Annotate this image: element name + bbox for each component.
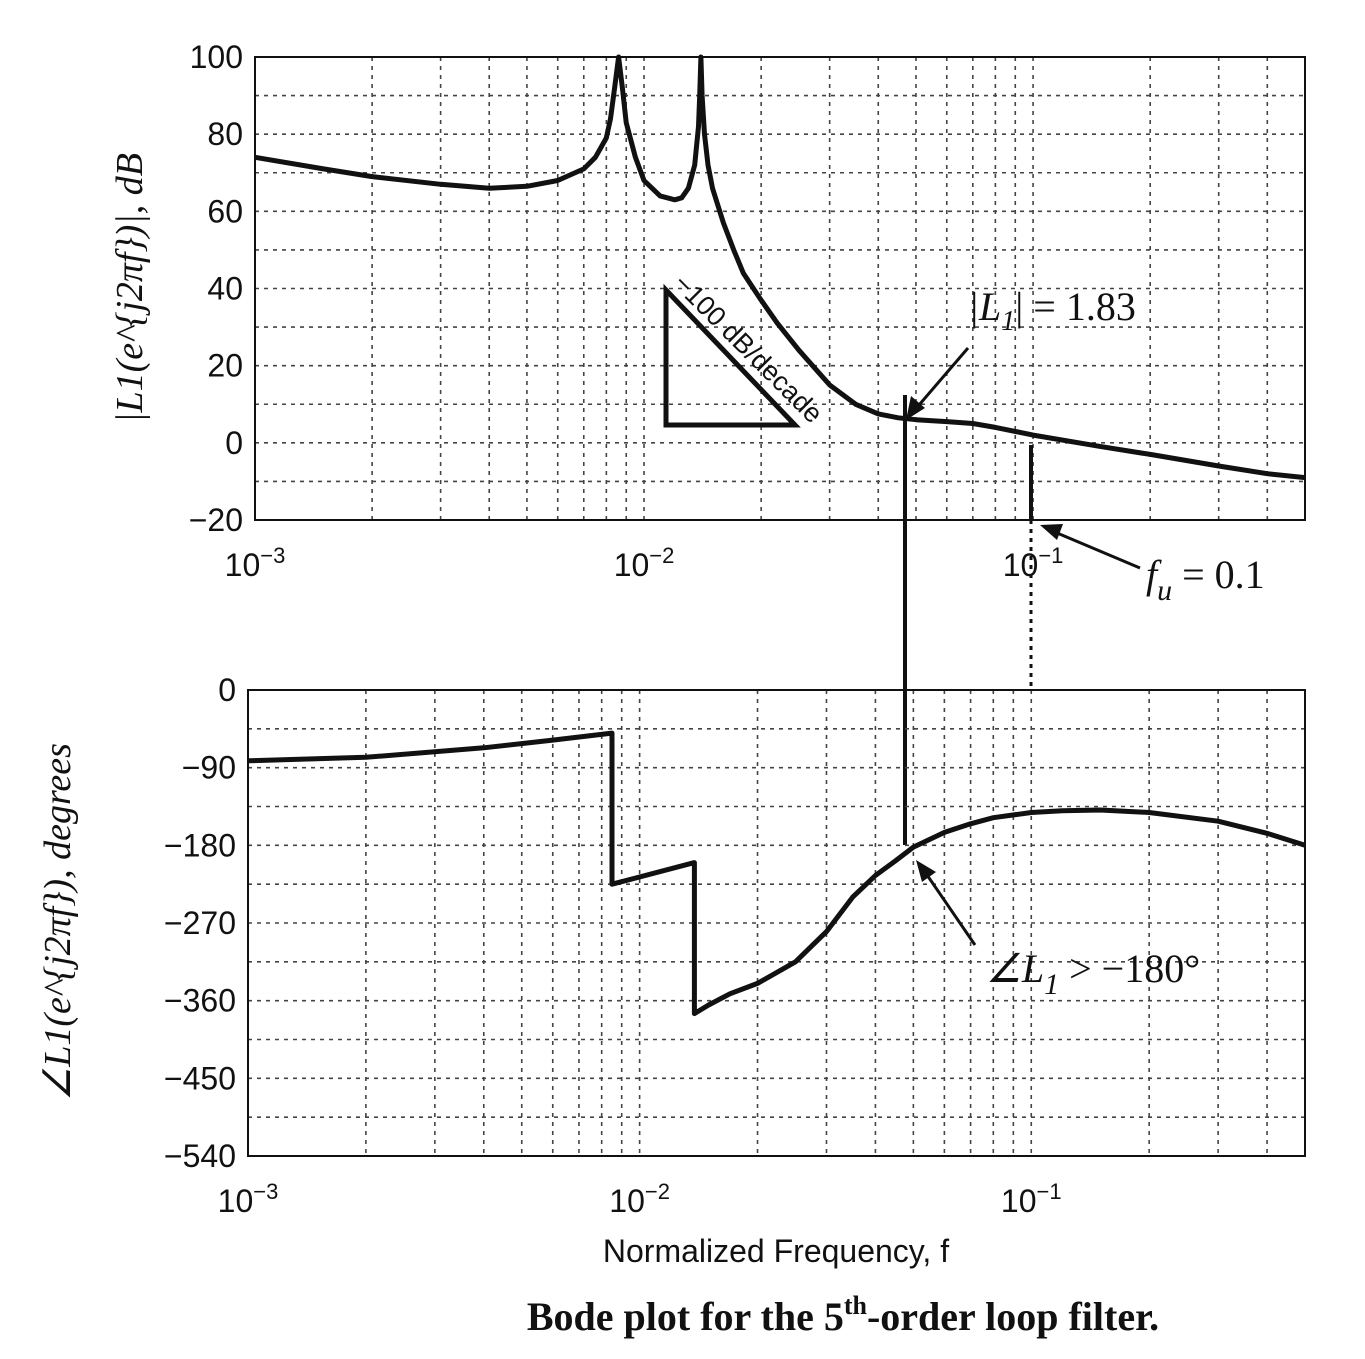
phase-annotation-arrow — [923, 871, 977, 946]
magnitude-y-tick-label: 80 — [207, 116, 243, 152]
magnitude-y-tick-label: 0 — [225, 425, 243, 461]
magnitude-y-tick-label: 100 — [190, 39, 243, 75]
magnitude-panel: 100 80 60 40 20 0 −20 10−3 10−2 10−1 |L1(e^{j2πf… — [109, 39, 1306, 607]
phase-y-tick-label: −180 — [164, 827, 236, 863]
fu-annotation-arrowhead — [1040, 524, 1063, 540]
magnitude-y-axis-label: |L1(e^{j2πf})|, dB — [109, 153, 151, 423]
x-axis-label: Normalized Frequency, f — [603, 1233, 949, 1269]
phase-y-tick-label: −360 — [164, 983, 236, 1019]
phase-series-line — [247, 730, 1306, 1017]
magnitude-x-tick-label: 10−2 — [614, 543, 675, 583]
phase-y-axis-label: ∠L1(e^{j2πf}), degrees — [37, 743, 79, 1101]
magnitude-annotation-arrowhead — [906, 396, 925, 420]
magnitude-y-tick-label: 40 — [207, 271, 243, 307]
magnitude-plot-frame — [254, 56, 1306, 521]
fu-annotation: fu = 0.1 — [1146, 552, 1265, 607]
phase-y-tick-label: −540 — [164, 1138, 236, 1174]
phase-x-tick-label: 10−1 — [1001, 1179, 1062, 1219]
phase-y-tick-label: −270 — [164, 905, 236, 941]
slope-triangle — [663, 283, 801, 428]
phase-x-tick-label: 10−3 — [218, 1179, 279, 1219]
fu-annotation-arrow — [1049, 528, 1141, 570]
phase-annotation-arrowhead — [916, 860, 936, 882]
magnitude-x-tick-label: 10−3 — [225, 543, 286, 583]
phase-plot-frame — [247, 689, 1306, 1157]
phase-y-tick-label: −90 — [182, 750, 236, 786]
phase-y-tick-label: 0 — [218, 672, 236, 708]
phase-grid — [248, 690, 1305, 1156]
magnitude-annotation: |L1| = 1.83 — [968, 284, 1136, 337]
magnitude-annotation-arrow — [911, 347, 970, 413]
phase-y-tick-label: −450 — [164, 1060, 236, 1096]
magnitude-grid — [255, 57, 1305, 520]
magnitude-y-tick-label: 20 — [207, 348, 243, 384]
magnitude-y-tick-label: −20 — [189, 502, 243, 538]
phase-annotation: ∠L1 > −180° — [986, 946, 1200, 1001]
magnitude-x-tick-labels: 10−3 10−2 10−1 — [225, 543, 1064, 583]
magnitude-x-tick-label: 10−1 — [1003, 543, 1064, 583]
slope-label: −100 dB/decade — [668, 268, 829, 429]
phase-x-tick-label: 10−2 — [609, 1179, 670, 1219]
magnitude-series-line — [254, 54, 1306, 481]
phase-y-tick-labels: 0 −90 −180 −270 −360 −450 −540 — [164, 672, 236, 1174]
phase-x-tick-labels: 10−3 10−2 10−1 — [218, 1179, 1062, 1219]
magnitude-y-tick-label: 60 — [207, 193, 243, 229]
phase-panel: 0 −90 −180 −270 −360 −450 −540 10−3 10−2 10−1 ∠L… — [37, 672, 1306, 1269]
magnitude-y-tick-labels: 100 80 60 40 20 0 −20 — [189, 39, 243, 538]
figure-caption: Bode plot for the 5th-order loop filter. — [527, 1291, 1159, 1339]
